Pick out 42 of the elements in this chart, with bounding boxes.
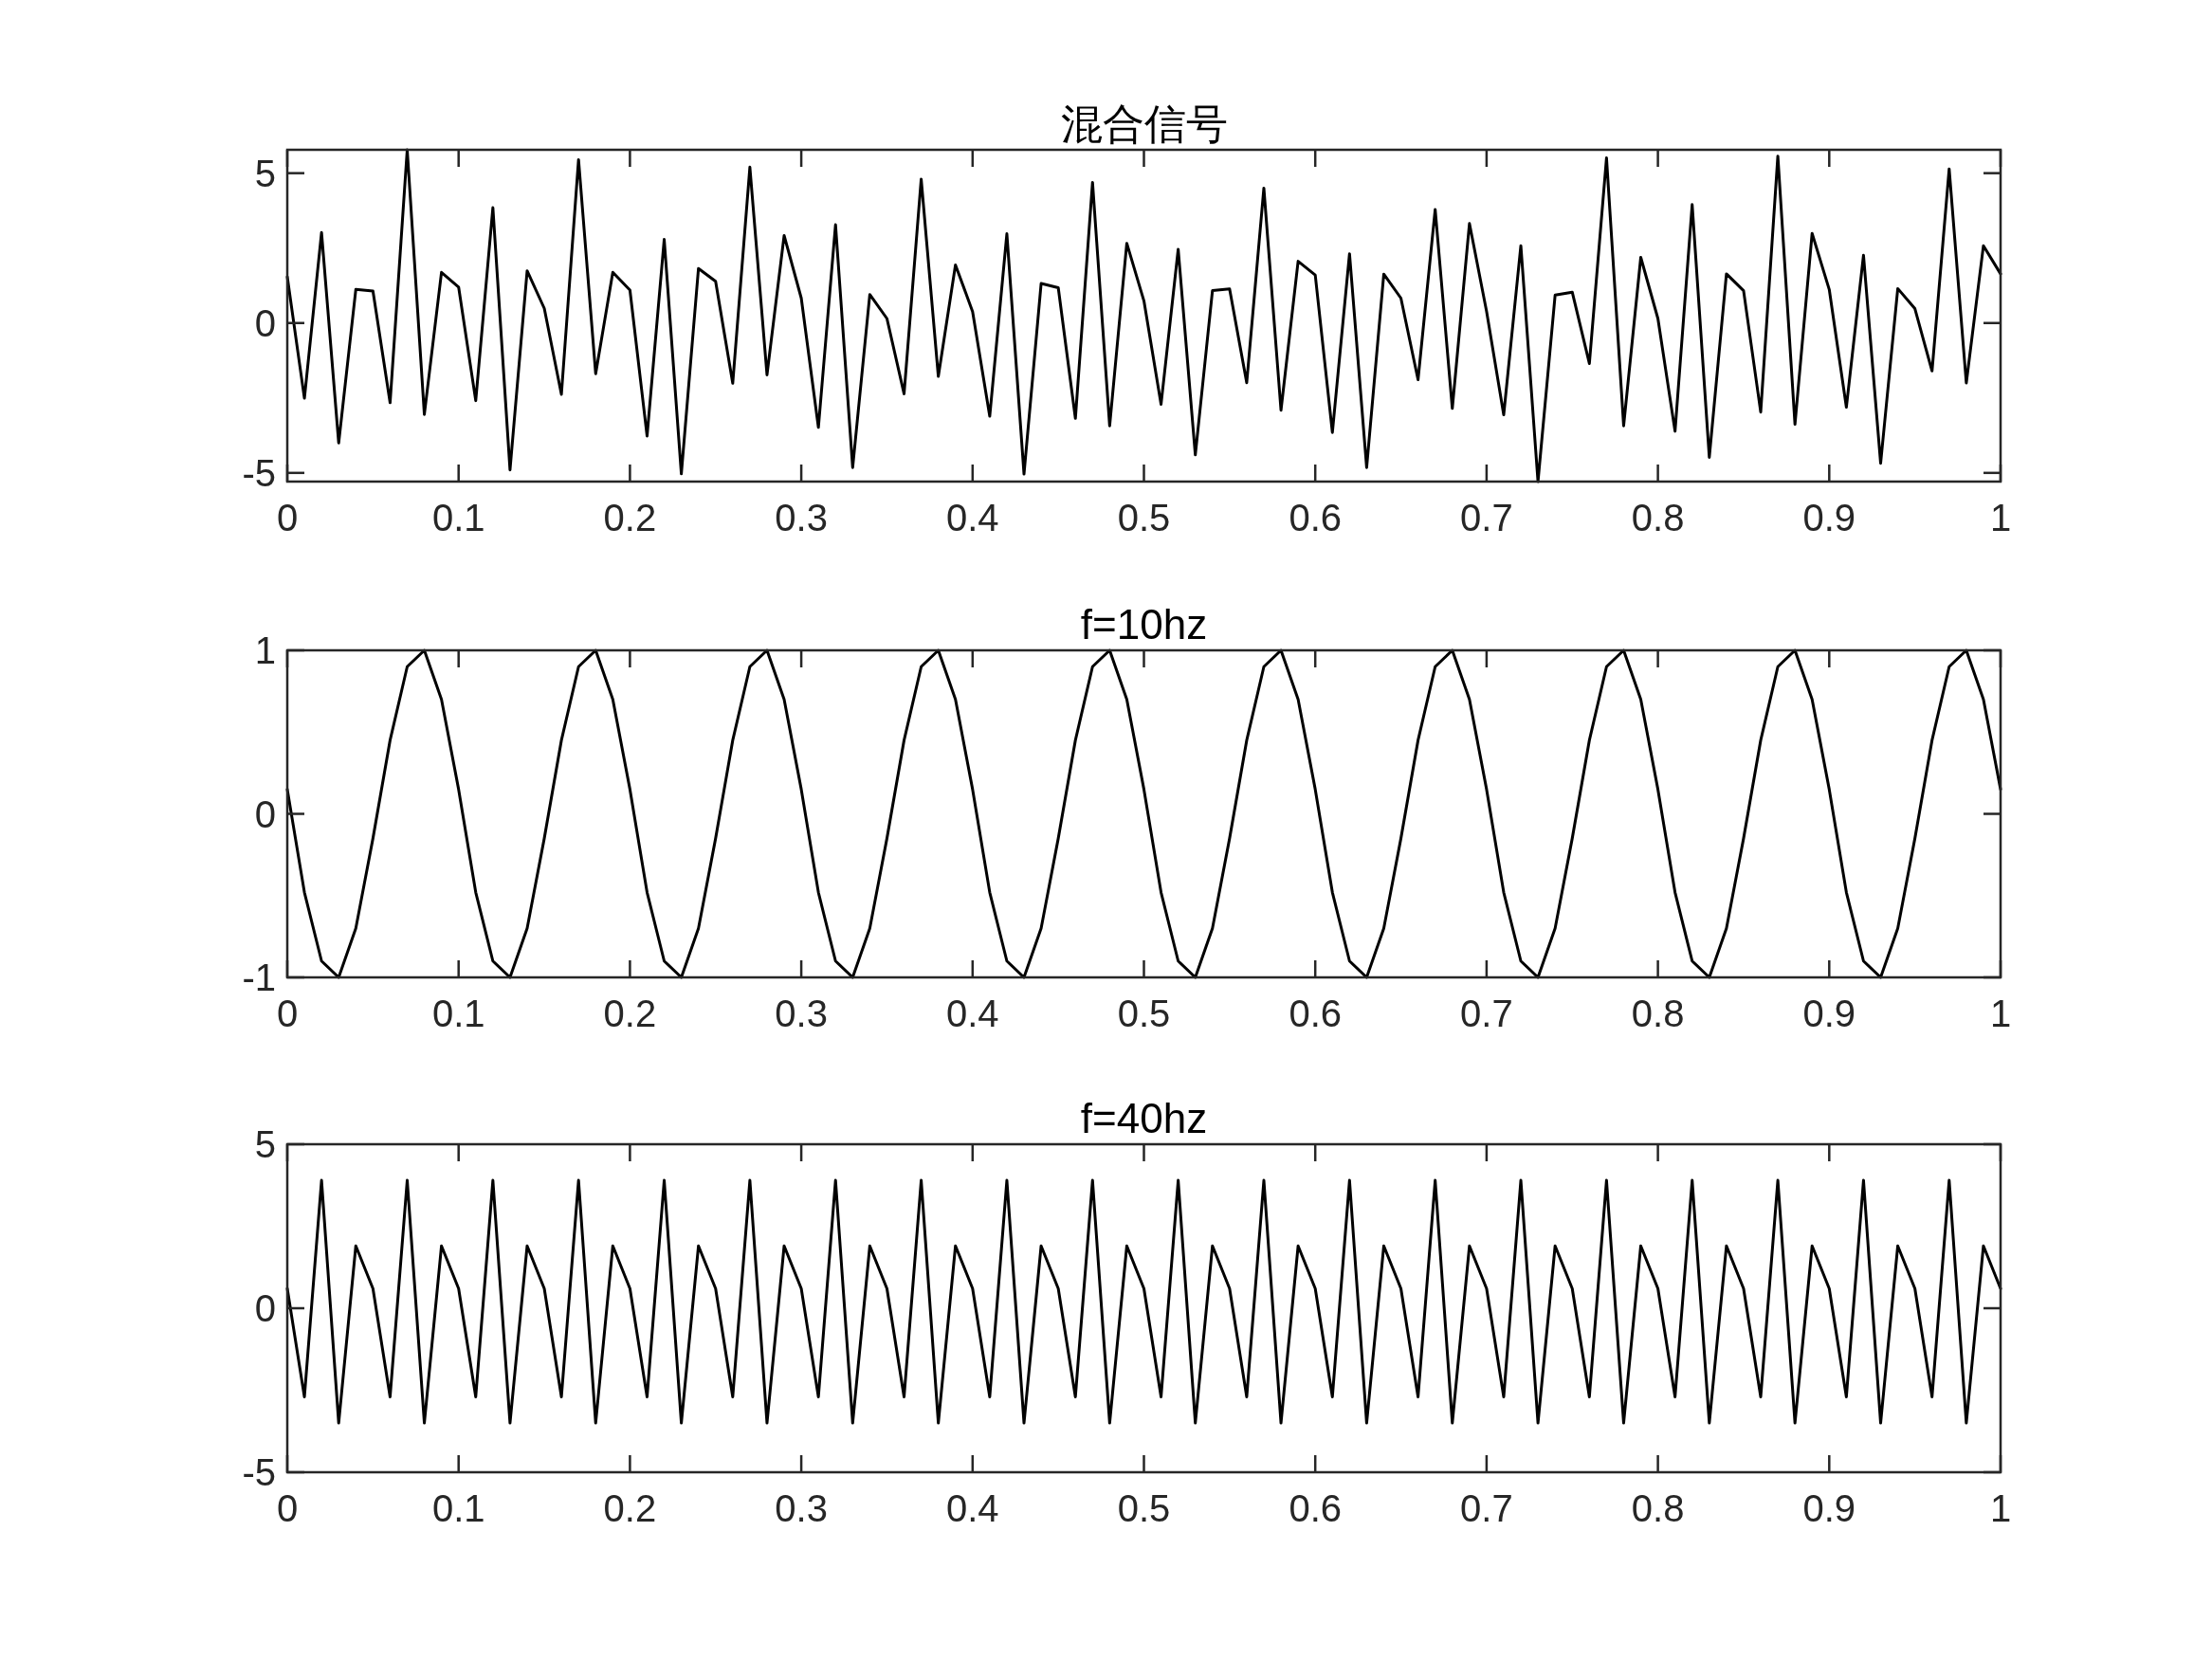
x-tick-label: 0.1 xyxy=(431,993,485,1034)
y-tick-label: -5 xyxy=(242,1451,276,1493)
y-tick-label: 0 xyxy=(254,793,276,835)
x-tick-label: 0.4 xyxy=(946,1487,999,1529)
x-tick-label: 0.9 xyxy=(1802,497,1856,538)
x-tick-label: 0.9 xyxy=(1802,993,1856,1034)
x-tick-label: 0.1 xyxy=(431,1487,485,1529)
chart-title: f=10hz xyxy=(1080,601,1208,647)
x-tick-label: 0.9 xyxy=(1802,1487,1856,1529)
x-tick-label: 1 xyxy=(1989,993,2012,1034)
chart-title: f=40hz xyxy=(1080,1095,1208,1141)
x-tick-label: 0.2 xyxy=(603,497,657,538)
x-tick-label: 0.3 xyxy=(775,993,828,1034)
x-tick-label: 1 xyxy=(1989,1487,2012,1529)
y-tick-label: 0 xyxy=(254,1287,276,1329)
x-tick-label: 0.6 xyxy=(1289,497,1342,538)
x-tick-label: 0.5 xyxy=(1117,497,1171,538)
x-tick-label: 0.8 xyxy=(1631,1487,1685,1529)
x-tick-label: 0.6 xyxy=(1289,993,1342,1034)
x-tick-label: 0.1 xyxy=(431,497,485,538)
x-tick-label: 0.3 xyxy=(775,497,828,538)
x-tick-label: 0.5 xyxy=(1117,1487,1171,1529)
x-tick-label: 0.7 xyxy=(1460,1487,1513,1529)
x-tick-label: 0.7 xyxy=(1460,993,1513,1034)
x-tick-label: 1 xyxy=(1989,497,2012,538)
x-tick-label: 0.4 xyxy=(946,497,999,538)
y-tick-label: 5 xyxy=(254,1123,276,1165)
x-tick-label: 0.2 xyxy=(603,1487,657,1529)
x-tick-label: 0.5 xyxy=(1117,993,1171,1034)
x-tick-label: 0.7 xyxy=(1460,497,1513,538)
y-tick-label: 0 xyxy=(254,301,276,344)
x-tick-label: 0.6 xyxy=(1289,1487,1342,1529)
chart-title: 混合信号 xyxy=(1060,100,1228,147)
y-tick-label: 5 xyxy=(254,152,276,194)
x-tick-label: 0.8 xyxy=(1631,497,1685,538)
x-tick-label: 0.2 xyxy=(603,993,657,1034)
x-tick-label: 0.4 xyxy=(946,993,999,1034)
y-tick-label: 1 xyxy=(254,629,276,671)
x-tick-label: 0.3 xyxy=(775,1487,828,1529)
y-tick-label: -1 xyxy=(242,957,276,998)
x-tick-label: 0.8 xyxy=(1631,993,1685,1034)
y-tick-label: -5 xyxy=(242,451,276,494)
